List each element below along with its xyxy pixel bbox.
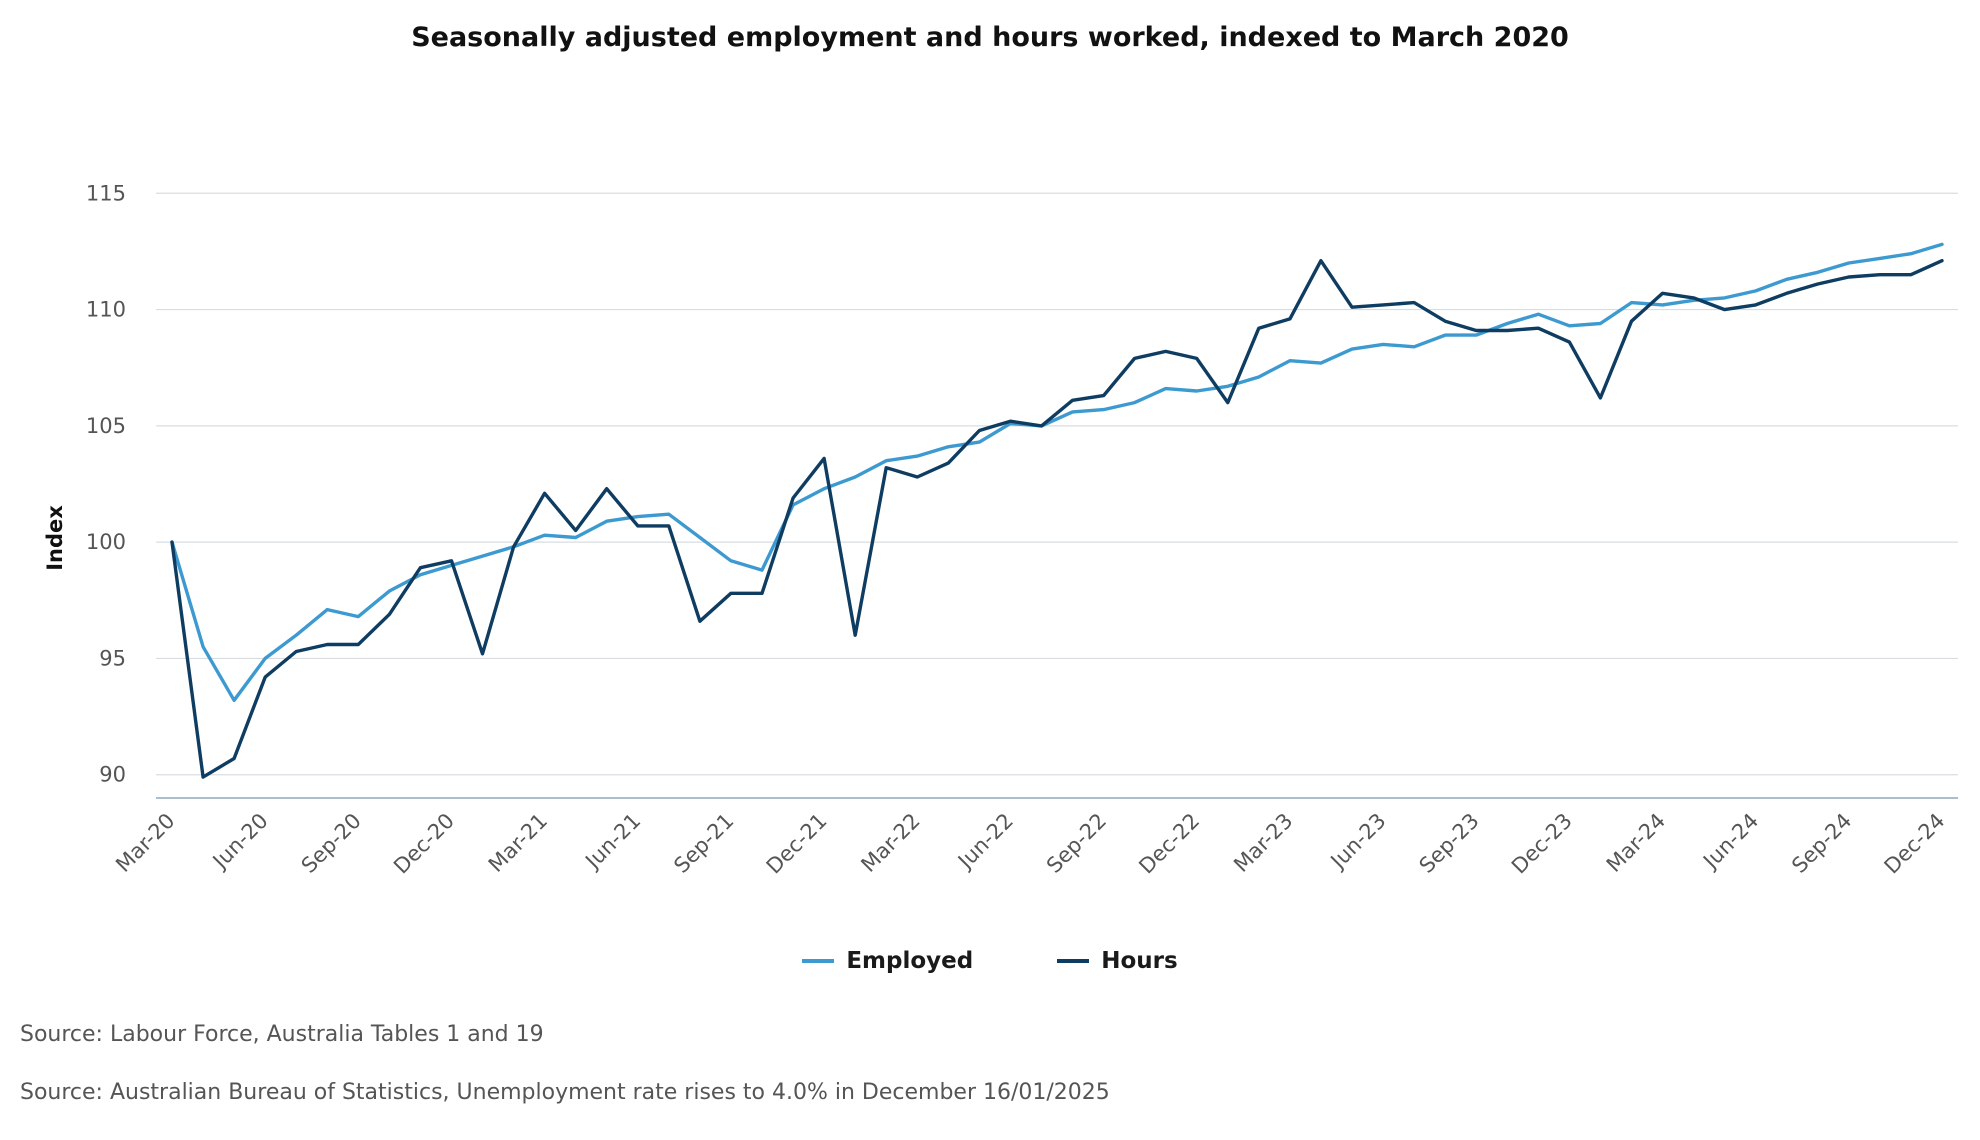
x-tick-label: Mar-20 (111, 809, 179, 877)
x-tick-label: Sep-20 (297, 809, 366, 878)
y-tick-label: 100 (86, 530, 126, 554)
legend-swatch-employed (802, 959, 835, 963)
x-tick-label: Dec-21 (762, 809, 832, 879)
x-tick-label: Mar-24 (1602, 809, 1670, 877)
x-tick-label: Dec-23 (1507, 809, 1577, 879)
legend: Employed Hours (0, 948, 1980, 974)
y-tick-label: 115 (86, 181, 126, 205)
y-tick-label: 95 (99, 646, 126, 670)
x-tick-label: Jun-21 (579, 809, 645, 875)
x-tick-label: Sep-24 (1787, 809, 1856, 878)
legend-label-employed: Employed (846, 948, 974, 974)
legend-label-hours: Hours (1101, 948, 1178, 974)
x-tick-label: Dec-22 (1134, 809, 1204, 879)
chart-title: Seasonally adjusted employment and hours… (411, 22, 1569, 53)
series-line-hours[interactable] (170, 259, 1944, 779)
gridlines (156, 192, 1958, 799)
x-tick-label: Sep-22 (1042, 809, 1111, 878)
legend-swatch-hours (1057, 959, 1090, 963)
x-tick-label: Jun-24 (1697, 809, 1763, 875)
source-note-abs: Source: Australian Bureau of Statistics,… (20, 1080, 1110, 1105)
y-axis-ticks: 90 95 100 105 110 115 (86, 181, 126, 786)
x-tick-label: Mar-23 (1229, 809, 1297, 877)
chart-plot: 90 95 100 105 110 115 Mar-20 Jun-20 Sep-20 Dec-2… (43, 181, 1958, 879)
x-tick-label: Mar-22 (857, 809, 925, 877)
series-line-employed[interactable] (170, 242, 1944, 702)
series-lines (170, 242, 1944, 779)
source-note-labour-force: Source: Labour Force, Australia Tables 1… (20, 1022, 544, 1047)
y-tick-label: 90 (99, 763, 126, 787)
y-tick-label: 110 (86, 298, 126, 322)
y-tick-label: 105 (86, 414, 126, 438)
legend-item-employed[interactable]: Employed (802, 948, 973, 974)
x-tick-label: Dec-24 (1880, 809, 1950, 879)
x-tick-label: Sep-23 (1415, 809, 1484, 878)
x-tick-label: Jun-20 (207, 809, 273, 875)
x-tick-label: Jun-23 (1325, 809, 1391, 875)
x-tick-label: Dec-20 (389, 809, 459, 879)
x-tick-label: Jun-22 (952, 809, 1018, 875)
legend-item-hours[interactable]: Hours (1057, 948, 1178, 974)
x-tick-label: Sep-21 (669, 809, 738, 878)
y-axis-title: Index (43, 505, 67, 571)
x-axis-ticks: Mar-20 Jun-20 Sep-20 Dec-20 Mar-21 Jun-21 Sep-… (111, 809, 1949, 879)
x-tick-label: Mar-21 (484, 809, 552, 877)
